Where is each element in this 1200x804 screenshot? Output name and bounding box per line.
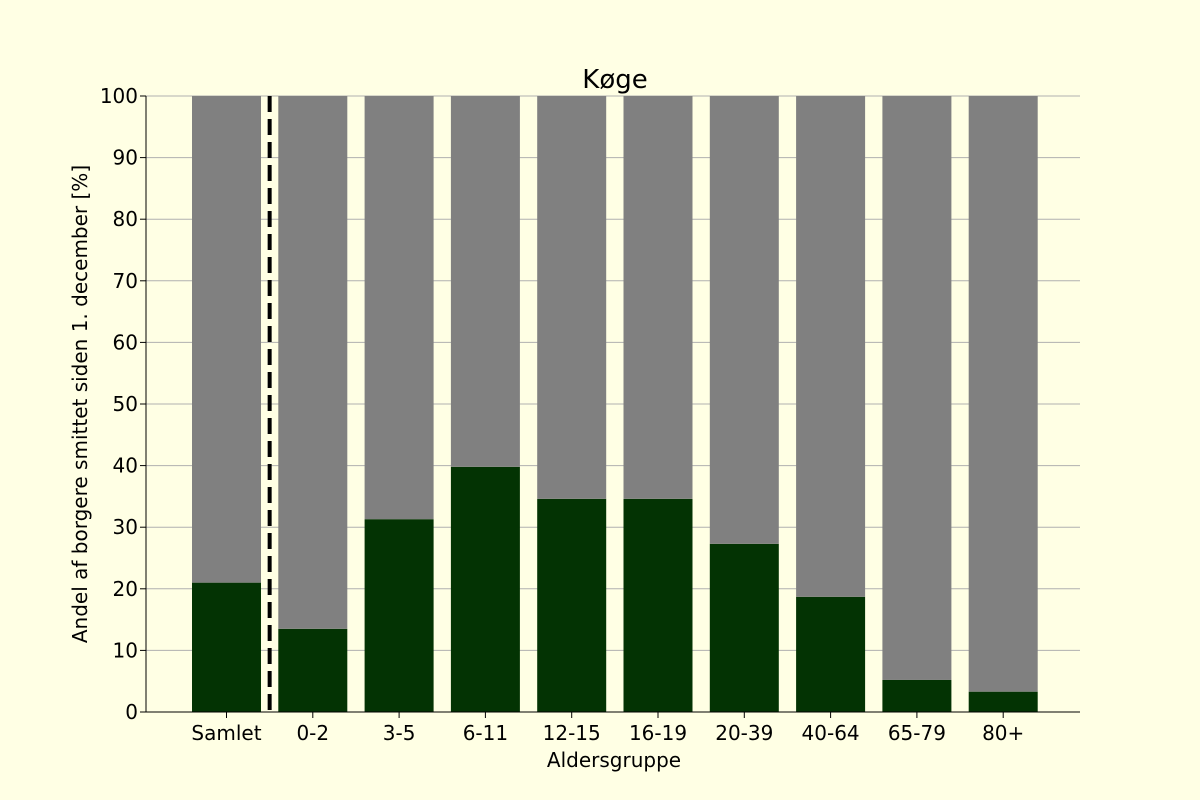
x-tick-label: 40-64 bbox=[802, 721, 860, 745]
bar-remaining bbox=[882, 96, 952, 680]
bar-remaining bbox=[709, 96, 779, 544]
y-tick-label: 40 bbox=[113, 454, 138, 478]
x-tick-label: 6-11 bbox=[463, 721, 508, 745]
x-tick-label: 12-15 bbox=[543, 721, 601, 745]
x-axis-label: Aldersgruppe bbox=[547, 748, 681, 772]
bar-infected bbox=[796, 596, 866, 712]
x-tick-label: 80+ bbox=[982, 721, 1024, 745]
bar-infected bbox=[537, 498, 607, 712]
y-tick-label: 20 bbox=[113, 577, 138, 601]
bar-infected bbox=[364, 519, 434, 712]
bar-infected bbox=[623, 498, 693, 712]
y-tick-label: 60 bbox=[113, 330, 138, 354]
axes: 0 10 20 30 40 50 60 70 80 90 100 Samlet 0-2 3-5 6-11 12… bbox=[100, 84, 1080, 745]
x-tick-label: 16-19 bbox=[629, 721, 687, 745]
y-tick-label: 10 bbox=[113, 638, 138, 662]
bar-infected bbox=[882, 679, 952, 712]
y-tick-label: 50 bbox=[113, 392, 138, 416]
bar-remaining bbox=[278, 96, 348, 629]
bar-remaining bbox=[623, 96, 693, 499]
y-tick-label: 80 bbox=[113, 207, 138, 231]
bar-infected bbox=[968, 691, 1038, 712]
y-tick-label: 0 bbox=[125, 700, 138, 724]
y-tick-label: 30 bbox=[113, 515, 138, 539]
x-tick-label: 0-2 bbox=[296, 721, 329, 745]
x-tick-label: 65-79 bbox=[888, 721, 946, 745]
bar-remaining bbox=[364, 96, 434, 520]
bar-infected bbox=[709, 543, 779, 712]
bar-remaining bbox=[796, 96, 866, 597]
bar-infected bbox=[278, 628, 348, 712]
x-tick-label: 20-39 bbox=[715, 721, 773, 745]
bar-remaining bbox=[450, 96, 520, 467]
bar-remaining bbox=[192, 96, 261, 583]
bar-infected bbox=[450, 466, 520, 712]
y-tick-label: 70 bbox=[113, 269, 138, 293]
chart-title: Køge bbox=[582, 65, 647, 95]
y-axis-label: Andel af borgere smittet siden 1. decemb… bbox=[68, 165, 92, 643]
bar-remaining bbox=[537, 96, 607, 499]
x-tick-label: Samlet bbox=[191, 721, 261, 745]
y-tick-label: 90 bbox=[113, 146, 138, 170]
bar-remaining bbox=[968, 96, 1038, 692]
bar-infected bbox=[192, 582, 261, 712]
x-tick-label: 3-5 bbox=[383, 721, 416, 745]
y-tick-label: 100 bbox=[100, 84, 138, 108]
bars bbox=[192, 96, 1038, 712]
